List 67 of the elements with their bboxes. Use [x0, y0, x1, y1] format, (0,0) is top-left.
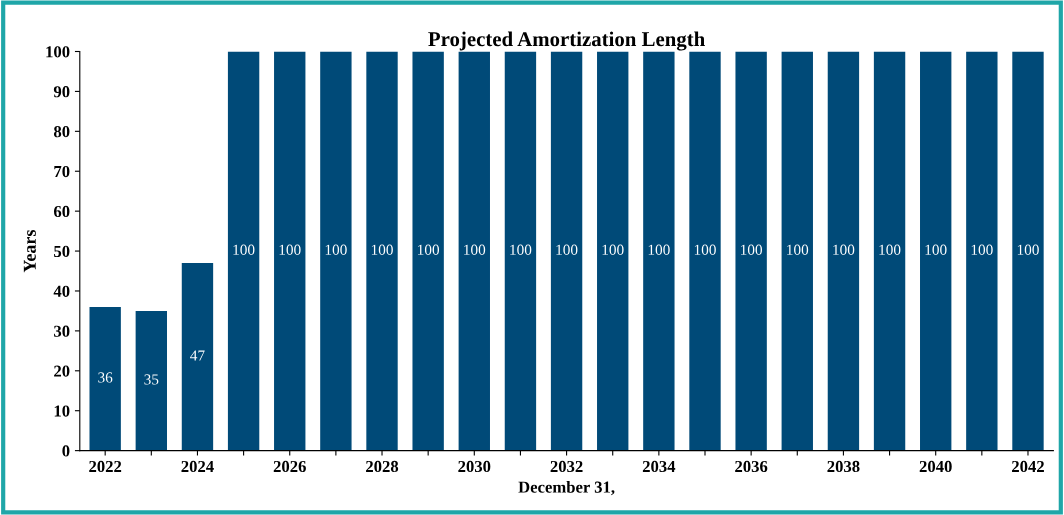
- data-label: 100: [925, 244, 947, 255]
- x-tick-label: 2036: [735, 460, 768, 473]
- x-tick-label: 2024: [181, 460, 214, 473]
- x-tick-label: 2040: [919, 460, 952, 473]
- y-tick-label: 60: [53, 205, 70, 218]
- x-tick-label: 2028: [366, 460, 399, 473]
- data-label: 100: [1017, 244, 1039, 255]
- data-label: 100: [279, 244, 301, 255]
- data-label: 100: [648, 244, 670, 255]
- y-tick-label: 20: [54, 365, 70, 377]
- data-label: 100: [418, 244, 440, 255]
- bar: [597, 51, 629, 451]
- data-label: 35: [144, 374, 159, 385]
- bar: [320, 51, 352, 451]
- y-tick-label: 100: [46, 46, 70, 58]
- data-label: 36: [98, 372, 113, 383]
- data-label: 47: [190, 350, 205, 361]
- bar: [550, 51, 583, 451]
- bar: [827, 51, 860, 451]
- data-label: 100: [879, 244, 901, 255]
- x-tick-label: 2030: [458, 460, 491, 473]
- bar: [135, 310, 168, 451]
- data-label: 100: [787, 244, 809, 255]
- x-tick-label: 2034: [642, 460, 676, 473]
- data-label: 100: [233, 244, 255, 255]
- y-tick-label: 0: [62, 445, 70, 457]
- data-label: 100: [325, 244, 347, 255]
- bar: [920, 51, 952, 451]
- data-label: 100: [694, 244, 716, 255]
- bar: [966, 51, 998, 451]
- data-label: 100: [371, 244, 393, 255]
- x-tick-label: 2026: [273, 460, 306, 473]
- chart-title: Projected Amortization Length: [428, 31, 705, 51]
- bar: [366, 51, 398, 451]
- bar: [274, 51, 306, 451]
- data-label: 100: [833, 244, 855, 255]
- data-label: 100: [602, 244, 624, 255]
- y-tick-label: 70: [54, 165, 70, 178]
- y-tick-label: 30: [54, 325, 70, 337]
- x-tick-label: 2022: [89, 460, 122, 473]
- data-label: 100: [510, 244, 532, 255]
- bar: [873, 51, 906, 451]
- y-tick-label: 50: [54, 245, 70, 258]
- y-tick-label: 40: [53, 285, 70, 297]
- bar: [412, 51, 444, 451]
- bar: [458, 51, 490, 451]
- y-tick-label: 10: [54, 405, 70, 417]
- bar: [781, 51, 813, 451]
- bar: [689, 51, 721, 451]
- x-tick-label: 2032: [550, 460, 583, 473]
- x-tick-label: 2042: [1012, 460, 1044, 473]
- data-label: 100: [556, 244, 578, 255]
- bar: [504, 51, 537, 451]
- data-label: 100: [741, 244, 763, 255]
- bar: [1012, 51, 1044, 451]
- x-tick-label: 2038: [827, 460, 860, 473]
- bar: [735, 51, 767, 451]
- y-tick-label: 90: [53, 86, 70, 98]
- data-label: 100: [971, 244, 993, 255]
- bar: [89, 306, 121, 451]
- bar: [227, 51, 260, 451]
- y-axis-title: Years: [23, 229, 36, 273]
- x-axis-title: December 31,: [518, 481, 615, 496]
- bar: [181, 263, 214, 451]
- bar: [643, 51, 675, 451]
- data-label: 100: [464, 244, 486, 255]
- y-tick-label: 80: [53, 126, 70, 138]
